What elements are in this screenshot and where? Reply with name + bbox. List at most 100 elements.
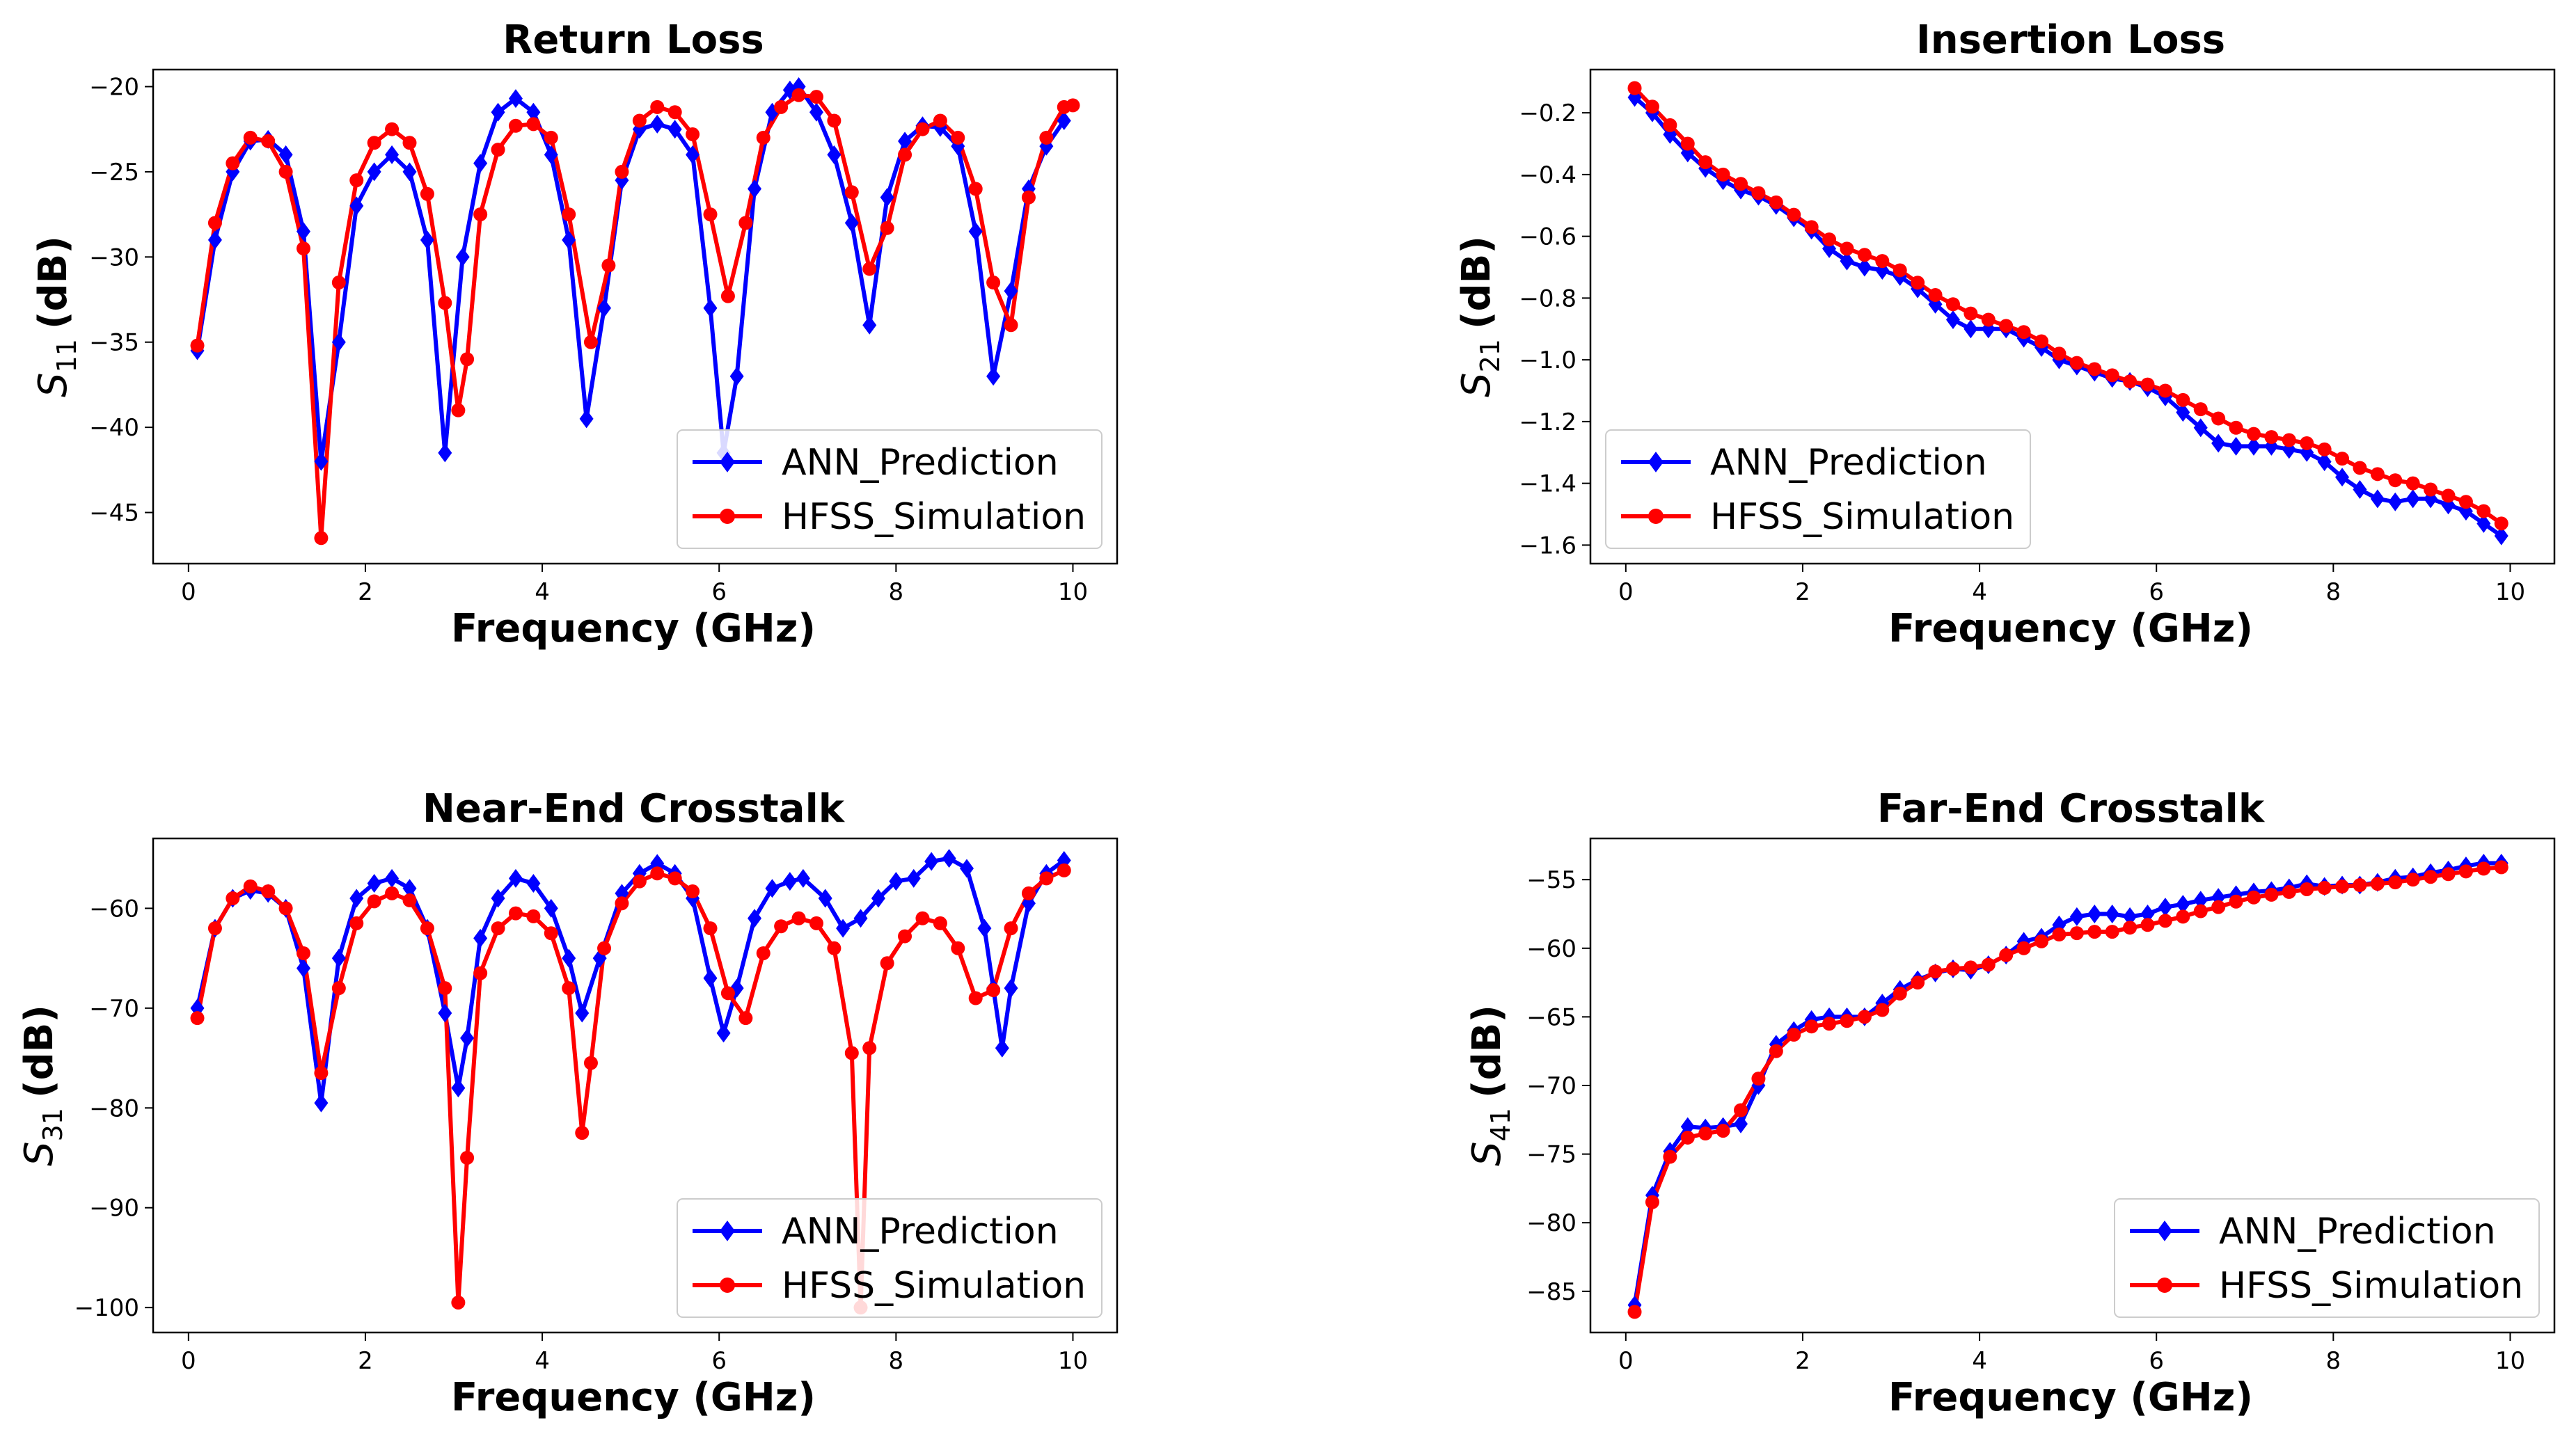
hfss-simulation-point xyxy=(791,911,806,925)
ann-prediction-point xyxy=(2069,907,2084,926)
hfss-simulation-point xyxy=(933,113,947,128)
legend-label-hfss-simulation: HFSS_Simulation xyxy=(782,1265,1086,1307)
hfss-simulation-point xyxy=(2424,870,2438,884)
x-tick-label: 6 xyxy=(711,1347,727,1375)
hfss-simulation-point xyxy=(508,118,523,133)
hfss-simulation-point xyxy=(1004,318,1018,333)
hfss-simulation-point xyxy=(2105,925,2119,939)
hfss-simulation-point xyxy=(951,941,965,955)
ann-prediction-point xyxy=(562,230,576,250)
hfss-simulation-point xyxy=(278,901,293,916)
hfss-simulation-point xyxy=(1004,921,1018,936)
ann-prediction-point xyxy=(1021,893,1036,913)
ann-prediction-point xyxy=(455,247,470,266)
hfss-simulation-point xyxy=(2458,864,2473,879)
ann-prediction-point xyxy=(2211,433,2226,453)
ann-prediction-point xyxy=(314,1093,329,1113)
ann-prediction-point xyxy=(1857,257,1872,277)
x-tick-label: 10 xyxy=(1058,1347,1088,1375)
chart-title: Near-End Crosstalk xyxy=(422,786,846,832)
hfss-simulation-point xyxy=(402,136,417,150)
hfss-simulation-point xyxy=(1663,1149,1677,1164)
ann-prediction-point xyxy=(544,898,558,918)
hfss-simulation-point xyxy=(2034,934,2049,948)
hfss-simulation-point xyxy=(2476,504,2491,518)
legend: ANN_Prediction HFSS_Simulation xyxy=(677,429,1103,549)
hfss-simulation-point xyxy=(1627,1305,1642,1319)
ann-prediction-point xyxy=(2246,436,2261,456)
ann-prediction-point xyxy=(473,928,488,948)
ann-prediction-point xyxy=(809,102,823,122)
hfss-simulation-point xyxy=(451,1295,466,1310)
hfss-simulation-point xyxy=(190,338,205,353)
ann-prediction-point xyxy=(314,452,329,471)
hfss-simulation-point xyxy=(1945,962,1960,976)
y-tick-label: −85 xyxy=(1526,1278,1577,1306)
y-tick-label: −65 xyxy=(1526,1003,1577,1031)
hfss-simulation-point xyxy=(968,182,983,196)
ann-prediction-point xyxy=(2494,526,2508,546)
hfss-simulation-point xyxy=(862,262,877,276)
y-tick-label: −100 xyxy=(74,1294,139,1322)
hfss-simulation-point xyxy=(349,173,364,188)
hfss-simulation-point xyxy=(1893,986,1907,1001)
hfss-simulation-point xyxy=(278,164,293,179)
hfss-simulation-point xyxy=(207,921,222,936)
hfss-simulation-point xyxy=(2158,383,2172,398)
hfss-simulation-point xyxy=(583,335,598,349)
hfss-simulation-point xyxy=(2424,482,2438,497)
hfss-simulation-point xyxy=(2211,900,2226,914)
legend-label-hfss-simulation: HFSS_Simulation xyxy=(1710,496,2014,538)
axes-frame xyxy=(152,837,1119,1334)
y-tick-label: −45 xyxy=(89,500,139,527)
hfss-simulation-point xyxy=(2087,362,2102,376)
hfss-simulation-point xyxy=(1663,118,1677,132)
ann-prediction-point xyxy=(977,918,992,938)
ann-prediction-point xyxy=(402,162,417,182)
legend-label-ann-prediction: ANN_Prediction xyxy=(782,1211,1059,1252)
hfss-simulation-point xyxy=(243,879,258,893)
ann-prediction-point xyxy=(1680,1117,1695,1136)
ann-prediction-point xyxy=(402,879,417,898)
series-line-hfss-simulation xyxy=(195,93,1074,541)
hfss-simulation-point xyxy=(1857,1010,1872,1024)
hfss-simulation-point xyxy=(2123,921,2138,935)
ann-prediction-point xyxy=(2140,904,2155,923)
hfss-simulation-point xyxy=(575,1126,590,1140)
hfss-simulation-point xyxy=(2052,347,2067,361)
hfss-simulation-point xyxy=(190,1011,205,1026)
ann-prediction-point xyxy=(765,879,780,898)
hfss-simulation-point xyxy=(1698,1127,1713,1141)
hfss-simulation-point xyxy=(862,1041,877,1056)
ann-prediction-point xyxy=(2353,480,2367,499)
hfss-simulation-point xyxy=(1734,177,1748,191)
hfss-simulation-point xyxy=(1822,232,1837,247)
y-tick-label: −25 xyxy=(89,159,139,186)
ann-prediction-point xyxy=(906,868,921,888)
ann-prediction-point xyxy=(385,145,400,164)
hfss-simulation-point xyxy=(1066,98,1080,113)
ann-prediction-point xyxy=(2193,891,2208,910)
y-axis-label: S31 (dB) xyxy=(17,1005,68,1166)
ann-prediction-point xyxy=(862,315,877,335)
chart-title: Return Loss xyxy=(503,17,764,63)
hfss-simulation-point xyxy=(986,276,1001,290)
hfss-simulation-point xyxy=(809,90,823,104)
ann-prediction-point xyxy=(2176,403,2190,422)
hfss-simulation-point xyxy=(1928,964,1943,979)
x-axis-label: Frequency (GHz) xyxy=(451,1375,816,1420)
plot-area: 0 2 4 6 8 10 −45 −40 −35 −30 −25 −20 ANN_Prediction H… xyxy=(89,68,1119,606)
x-axis-label: Frequency (GHz) xyxy=(1888,1375,2253,1420)
ann-prediction-point xyxy=(924,852,939,871)
ann-prediction-point xyxy=(836,918,851,938)
hfss-simulation-point xyxy=(2317,442,2332,456)
hfss-simulation-point xyxy=(473,966,488,980)
y-tick-label: −20 xyxy=(89,73,139,101)
y-tick-label: −55 xyxy=(1526,866,1577,894)
x-tick-label: 2 xyxy=(1795,578,1810,606)
hfss-simulation-point xyxy=(2016,325,2031,340)
y-tick-label: −35 xyxy=(89,329,139,357)
ann-prediction-point xyxy=(2193,418,2208,438)
hfss-simulation-point xyxy=(367,136,381,150)
axes-frame xyxy=(152,68,1119,565)
